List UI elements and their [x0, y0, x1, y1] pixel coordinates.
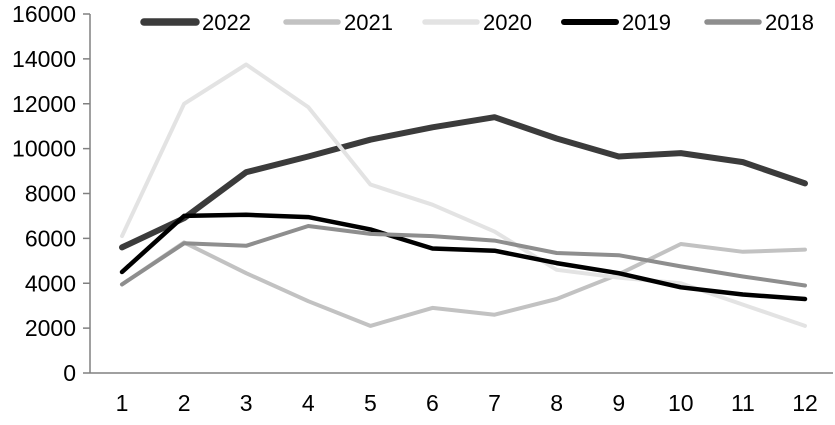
x-axis-label: 1	[116, 390, 129, 416]
y-axis-label: 2000	[25, 315, 76, 341]
x-axis-label: 7	[488, 390, 501, 416]
legend-label-2021: 2021	[344, 10, 393, 35]
x-axis-label: 10	[668, 390, 694, 416]
x-axis-label: 11	[731, 390, 755, 416]
y-axis-label: 12000	[12, 91, 76, 117]
x-axis-label: 6	[426, 390, 439, 416]
legend-label-2022: 2022	[202, 10, 251, 35]
series-line-2021	[120, 240, 807, 328]
series-line-2020	[120, 62, 807, 328]
legend-label-2018: 2018	[765, 10, 814, 35]
x-axis-label: 2	[178, 390, 191, 416]
series-line-2019	[119, 212, 808, 302]
legend-label-2019: 2019	[622, 10, 671, 35]
series-line-2022	[119, 114, 808, 251]
y-axis-label: 10000	[12, 136, 76, 162]
legend-label-2020: 2020	[483, 10, 532, 35]
x-axis-label: 4	[302, 390, 315, 416]
y-axis-label: 8000	[25, 181, 76, 207]
x-axis-label: 3	[240, 390, 253, 416]
y-axis-label: 6000	[25, 225, 76, 251]
x-axis-label: 5	[364, 390, 377, 416]
x-axis-label: 9	[612, 390, 625, 416]
y-axis-label: 16000	[12, 1, 76, 27]
y-axis-label: 4000	[25, 270, 76, 296]
x-axis-label: 8	[550, 390, 563, 416]
x-axis-label: 12	[792, 390, 818, 416]
y-axis-label: 14000	[12, 46, 76, 72]
series-line-2018	[120, 224, 807, 288]
y-axis-label: 0	[63, 360, 76, 386]
